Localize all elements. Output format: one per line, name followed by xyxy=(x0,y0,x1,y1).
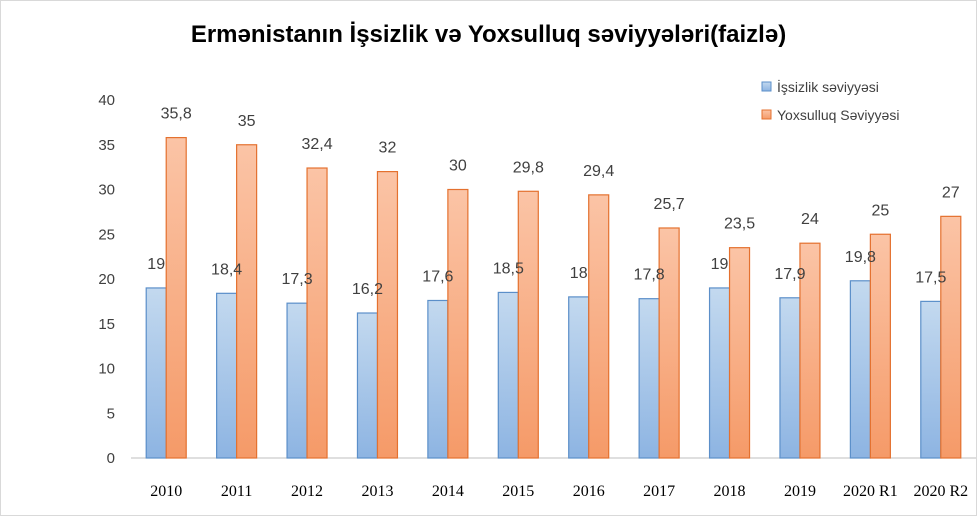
bar-series2-7 xyxy=(658,227,680,459)
data-label-series2-5: 29,8 xyxy=(513,159,544,176)
data-label-series2-6: 29,4 xyxy=(583,163,614,180)
y-tick-label-8: 40 xyxy=(98,92,115,109)
bar-series1-2 xyxy=(286,302,308,459)
y-tick-label-6: 30 xyxy=(98,182,115,199)
bar-series2-4 xyxy=(447,188,469,459)
data-label-series1-2: 17,3 xyxy=(281,271,312,288)
bar-series2-10 xyxy=(869,233,891,459)
data-label-series2-7: 25,7 xyxy=(654,196,685,213)
data-label-series1-0: 19 xyxy=(147,256,165,273)
y-tick-label-5: 25 xyxy=(98,226,115,243)
data-label-series2-2: 32,4 xyxy=(301,136,332,153)
bar-series1-5 xyxy=(497,291,519,459)
bar-series2-3 xyxy=(376,171,399,459)
bar-series2-1 xyxy=(236,144,258,459)
y-tick-label-4: 20 xyxy=(98,271,115,288)
bars-group xyxy=(145,136,962,459)
x-axis: 2010 2011 2012 2013 2014 2015 2016 2017 2018 2019… xyxy=(131,457,976,500)
bar-series1-10 xyxy=(849,280,871,459)
x-tick-label-2: 2012 xyxy=(291,483,323,500)
data-label-series1-5: 18,5 xyxy=(493,260,524,277)
data-label-series2-11: 27 xyxy=(942,184,960,201)
legend-swatch-2 xyxy=(761,109,772,120)
bar-series1-7 xyxy=(638,298,660,459)
data-label-series1-3: 16,2 xyxy=(352,281,383,298)
bar-series1-6 xyxy=(568,296,590,459)
x-tick-label-0: 2010 xyxy=(150,483,182,500)
y-tick-label-7: 35 xyxy=(98,137,115,154)
bar-series2-2 xyxy=(306,167,328,459)
legend-label-2: Yoxsulluq Səviyyəsi xyxy=(777,107,899,123)
legend-label-1: İşsizlik səviyyəsi xyxy=(777,78,879,95)
y-axis: 0 5 10 15 20 25 30 35 40 xyxy=(98,92,115,467)
x-tick-label-10: 2020 R1 xyxy=(843,483,898,500)
x-tick-label-4: 2014 xyxy=(432,483,464,500)
data-label-series2-3: 32 xyxy=(379,140,397,157)
bar-series2-8 xyxy=(728,247,751,459)
x-tick-label-8: 2018 xyxy=(714,483,746,500)
x-tick-label-9: 2019 xyxy=(784,483,816,500)
y-tick-label-1: 5 xyxy=(107,405,115,422)
data-label-series2-1: 35 xyxy=(238,113,256,130)
legend: İşsizlik səviyyəsi Yoxsulluq Səviyyəsi xyxy=(761,78,899,123)
bar-series2-11 xyxy=(940,215,962,459)
x-tick-label-11: 2020 R2 xyxy=(913,483,968,500)
bar-series2-9 xyxy=(799,242,821,459)
bar-series1-0 xyxy=(145,287,167,459)
data-label-series2-10: 25 xyxy=(871,202,889,219)
bar-series1-11 xyxy=(920,300,942,459)
bar-series1-8 xyxy=(708,287,731,459)
legend-swatch-1 xyxy=(761,81,772,92)
y-tick-label-0: 0 xyxy=(107,450,115,467)
x-tick-label-3: 2013 xyxy=(361,483,393,500)
data-label-series2-0: 35,8 xyxy=(161,106,192,123)
y-tick-label-3: 15 xyxy=(98,316,115,333)
data-label-series1-4: 17,6 xyxy=(422,268,453,285)
bar-series2-5 xyxy=(517,190,539,459)
data-label-series1-11: 17,5 xyxy=(915,269,946,286)
x-tick-label-6: 2016 xyxy=(573,483,605,500)
data-label-series2-8: 23,5 xyxy=(724,216,755,233)
y-tick-label-2: 10 xyxy=(98,361,115,378)
chart-title: Ermənistanın İşsizlik və Yoxsulluq səviy… xyxy=(190,21,787,48)
data-label-series1-7: 17,8 xyxy=(634,267,665,284)
x-tick-label-7: 2017 xyxy=(643,483,675,500)
data-label-series1-1: 18,4 xyxy=(211,261,242,278)
x-tick-label-5: 2015 xyxy=(502,483,534,500)
data-label-series1-9: 17,9 xyxy=(774,266,805,283)
bar-series1-3 xyxy=(356,312,379,459)
x-tick-label-1: 2011 xyxy=(221,483,252,500)
data-label-series1-8: 19 xyxy=(711,256,729,273)
bar-series1-1 xyxy=(216,292,238,459)
bar-series1-9 xyxy=(779,297,801,459)
bar-series2-0 xyxy=(165,136,187,459)
data-labels-group: 19 35,8 18,4 35 17,3 32,4 16,2 32 17,6 30 18,5 29,8… xyxy=(147,106,959,298)
data-label-series2-9: 24 xyxy=(801,211,819,228)
bar-series2-6 xyxy=(588,194,610,459)
data-label-series1-10: 19,8 xyxy=(845,249,876,266)
bar-series1-4 xyxy=(427,299,449,459)
data-label-series1-6: 18 xyxy=(570,265,588,282)
data-label-series2-4: 30 xyxy=(449,158,467,175)
